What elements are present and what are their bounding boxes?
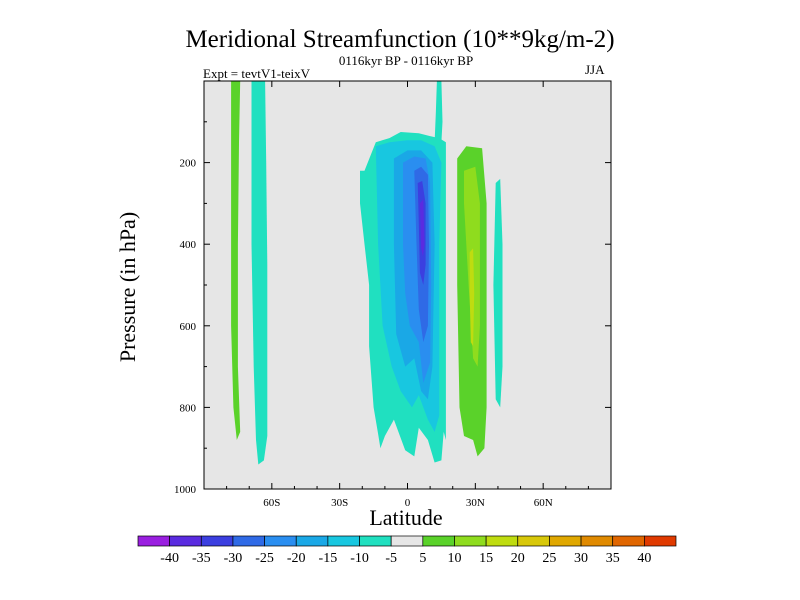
y-tick-label: 400 bbox=[180, 239, 197, 251]
chart-title: Meridional Streamfunction (10**9kg/m-2) bbox=[185, 26, 615, 53]
experiment-label: Expt = tevtV1-teixV bbox=[203, 66, 310, 81]
contour-region-cyan-column-40n bbox=[493, 178, 503, 408]
colorbar-label: -30 bbox=[224, 551, 243, 566]
x-tick-label: 30N bbox=[466, 497, 485, 509]
chart-subtitle: 0116kyr BP - 0116kyr BP bbox=[338, 53, 474, 68]
colorbar-label: 5 bbox=[419, 551, 426, 566]
colorbar-box bbox=[359, 535, 392, 547]
y-tick-label: 200 bbox=[180, 158, 197, 170]
colorbar-label: -5 bbox=[385, 551, 397, 566]
x-tick-label: 60N bbox=[534, 497, 553, 509]
y-tick-label: 800 bbox=[180, 402, 197, 414]
colorbar-box bbox=[390, 535, 424, 547]
contour-region-cyan-strip-60s bbox=[251, 81, 268, 465]
x-tick-label: 0 bbox=[405, 497, 411, 509]
colorbar-label: -15 bbox=[319, 551, 338, 566]
colorbar-label: -40 bbox=[160, 551, 179, 566]
colorbar-label: -20 bbox=[287, 551, 306, 566]
colorbar-box bbox=[264, 535, 297, 547]
colorbar-box bbox=[580, 535, 614, 547]
x-tick-label: 30S bbox=[331, 497, 348, 509]
colorbar-box bbox=[327, 535, 360, 547]
colorbar-box bbox=[169, 535, 202, 547]
colorbar-label: 35 bbox=[606, 551, 620, 566]
colorbar-box bbox=[422, 535, 455, 547]
colorbar-box bbox=[549, 535, 582, 547]
season-label: JJA bbox=[585, 62, 605, 77]
colorbar-label: 40 bbox=[637, 551, 651, 566]
y-tick-label: 600 bbox=[180, 321, 197, 333]
colorbar-box bbox=[517, 535, 550, 547]
colorbar-box bbox=[137, 535, 170, 547]
x-tick-label: 60S bbox=[263, 497, 280, 509]
contour-region-green-strip-high-lat-south bbox=[231, 81, 241, 440]
colorbar-box bbox=[612, 535, 645, 547]
colorbar-label: 30 bbox=[574, 551, 588, 566]
colorbar-box bbox=[454, 535, 487, 547]
contour-region-cyan-column-upper bbox=[434, 81, 443, 143]
contour-region-green-cell-15 bbox=[469, 248, 475, 347]
colorbar-label: -35 bbox=[192, 551, 211, 566]
contour-region-blue-35 bbox=[419, 199, 425, 257]
colorbar-label: 25 bbox=[542, 551, 556, 566]
colorbar-label: 20 bbox=[511, 551, 525, 566]
x-axis-label: Latitude bbox=[369, 505, 443, 530]
colorbar-label: 15 bbox=[479, 551, 493, 566]
colorbar-box bbox=[644, 535, 677, 547]
colorbar-box bbox=[232, 535, 265, 547]
colorbar-label: -10 bbox=[350, 551, 369, 566]
colorbar-box bbox=[485, 535, 519, 547]
colorbar-box bbox=[295, 535, 329, 547]
colorbar-box bbox=[200, 535, 234, 547]
y-tick-label: 1000 bbox=[174, 484, 197, 496]
colorbar-label: -25 bbox=[255, 551, 274, 566]
colorbar-label: 10 bbox=[447, 551, 461, 566]
